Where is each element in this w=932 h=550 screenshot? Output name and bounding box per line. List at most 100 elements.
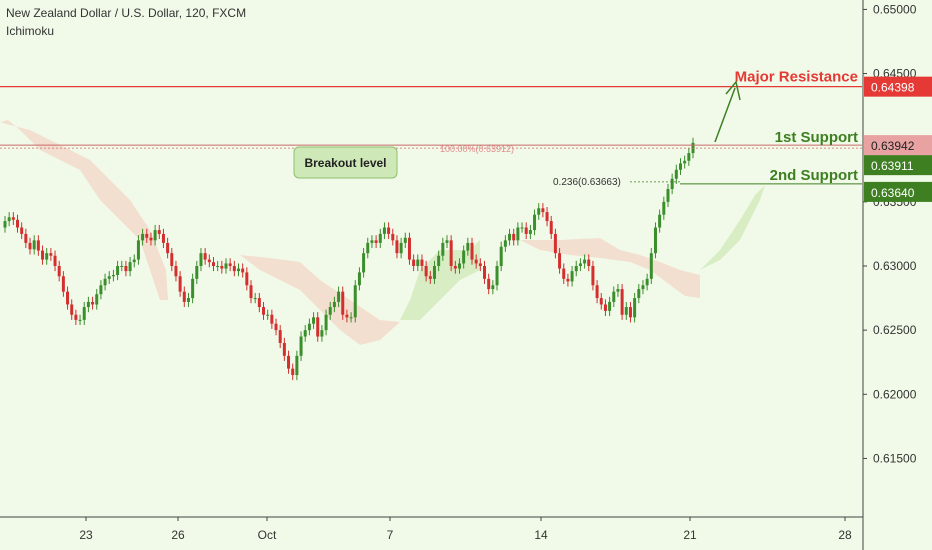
candle-body (203, 253, 207, 260)
candle-body (328, 307, 332, 315)
candle-body (537, 208, 541, 215)
candle-body (674, 169, 678, 179)
candle-body (583, 259, 587, 264)
cloud-region (240, 255, 400, 345)
candle-body (207, 259, 211, 263)
candle-body (357, 272, 361, 286)
candle-body (186, 298, 190, 302)
candle-body (120, 266, 124, 267)
time-tick-label: Oct (258, 528, 277, 542)
candle-body (82, 307, 86, 320)
candle-body (124, 266, 128, 272)
candle-body (578, 263, 582, 266)
candle-body (157, 230, 161, 234)
candle-body (508, 233, 512, 241)
candle-body (278, 330, 282, 343)
price-tick-label: 0.61500 (873, 451, 917, 465)
horizontal-levels: Major Resistance 1st Support 2nd Support 10… (0, 69, 862, 188)
candle-body (316, 317, 320, 337)
candle-body (103, 278, 107, 286)
candle-body (320, 330, 324, 337)
candle-body (28, 242, 32, 250)
candle-body (349, 317, 353, 319)
time-axis: 23 26 Oct 7 14 21 28 (0, 516, 863, 542)
time-tick-label: 23 (79, 528, 93, 542)
candle-body (32, 240, 36, 250)
candle-body (307, 323, 311, 331)
candle-body (428, 276, 432, 279)
candle-body (591, 266, 595, 286)
candle-body (495, 266, 499, 286)
candle-body (637, 289, 641, 299)
candle-body (649, 253, 653, 279)
candle-body (237, 268, 241, 272)
price-label-box (864, 181, 932, 202)
candle-body (545, 212, 549, 222)
candle-body (474, 259, 478, 264)
candle-body (11, 217, 15, 220)
candle-body (241, 268, 245, 273)
candle-body (666, 189, 670, 202)
candle-body (424, 266, 428, 277)
candle-body (16, 219, 20, 228)
candle-body (462, 250, 466, 264)
candle-body (516, 227, 520, 241)
candle-body (678, 163, 682, 170)
candle-body (95, 294, 99, 305)
candle-body (528, 230, 532, 234)
candle-body (312, 317, 316, 324)
candle-body (136, 240, 140, 260)
candle-body (86, 301, 90, 308)
candle-body (553, 233, 557, 254)
candle-body (49, 253, 53, 256)
candle-body (74, 314, 78, 320)
price-tick-label: 0.62500 (873, 323, 917, 337)
fib-100-label: 100.00%(0.63912) (440, 144, 514, 154)
candle-body (608, 301, 612, 311)
candle-body (645, 278, 649, 286)
candle-body (620, 289, 624, 315)
candlestick-series (3, 137, 695, 381)
candle-body (291, 368, 295, 376)
chart-title: New Zealand Dollar / U.S. Dollar, 120, F… (6, 6, 247, 20)
cloud-region (700, 185, 765, 270)
candle-body (295, 355, 299, 376)
candle-body (503, 240, 507, 247)
support-2-label: 2nd Support (770, 167, 858, 184)
candle-body (412, 259, 416, 266)
candle-body (282, 342, 286, 356)
candle-body (299, 336, 303, 356)
candle-body (449, 240, 453, 266)
price-label-text: 0.63640 (871, 186, 915, 200)
candle-body (403, 237, 407, 243)
candle-body (232, 266, 236, 272)
candle-body (587, 259, 591, 266)
candle-body (287, 355, 291, 369)
candle-body (3, 221, 7, 228)
candle-body (274, 323, 278, 331)
candle-body (78, 319, 82, 321)
candle-body (520, 227, 524, 229)
candle-body (270, 314, 274, 324)
indicator-label: Ichimoku (6, 24, 55, 38)
candle-body (199, 253, 203, 266)
candle-body (153, 230, 157, 241)
candle-body (332, 301, 336, 308)
candle-body (70, 304, 74, 315)
candle-body (141, 233, 145, 241)
candle-body (178, 276, 182, 292)
candle-body (407, 237, 411, 260)
candle-body (612, 291, 616, 302)
candle-body (662, 201, 666, 215)
candle-body (182, 291, 186, 302)
candle-body (378, 233, 382, 243)
candle-body (670, 178, 674, 190)
candle-body (257, 298, 261, 308)
candle-body (228, 263, 232, 266)
candle-body (558, 253, 562, 269)
candle-body (566, 278, 570, 282)
candle-body (658, 214, 662, 228)
candle-body (66, 291, 70, 305)
cloud-region (520, 238, 700, 298)
